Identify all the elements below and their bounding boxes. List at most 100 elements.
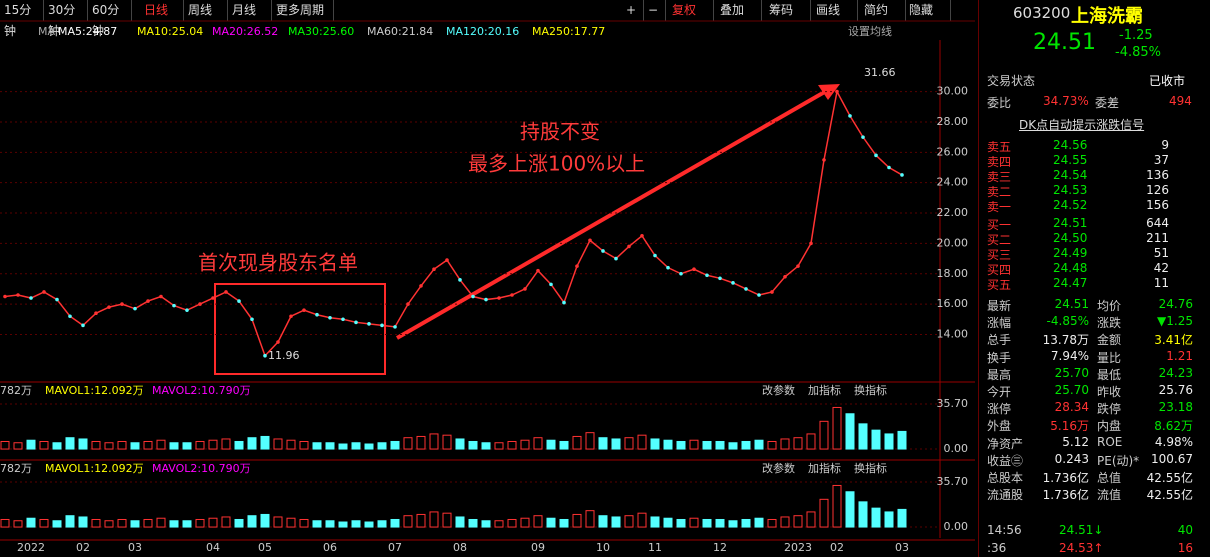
x-tick-label: 11 [648, 541, 662, 554]
stat-value: ▼1.25 [1157, 314, 1193, 329]
volume-bar [663, 517, 673, 528]
price-point [861, 135, 865, 139]
price-point [497, 296, 501, 300]
volume-bar [520, 517, 530, 528]
stat-value: 24.51 [1054, 297, 1089, 311]
book-label: 卖二 [987, 185, 1012, 199]
price-point [120, 302, 124, 306]
stat-value: 25.70 [1054, 365, 1089, 380]
price-point [185, 308, 189, 312]
volume-bar [286, 439, 296, 450]
book-volume: 156 [1146, 198, 1169, 212]
change-pct: -4.85% [1115, 45, 1161, 60]
tool-button[interactable]: + [622, 0, 644, 21]
vol-button: 加指标 [808, 383, 841, 397]
volume-bar [598, 437, 608, 450]
book-volume: 11 [1153, 276, 1169, 290]
period-tab[interactable]: 月线 [228, 0, 272, 21]
stat-value: 23.18 [1158, 400, 1193, 415]
price-point [536, 268, 540, 273]
highlight-box [214, 283, 386, 375]
volume-bar [767, 518, 777, 528]
tool-button[interactable]: 叠加 [716, 0, 762, 21]
book-volume: 136 [1146, 168, 1169, 182]
volume-bar [507, 518, 517, 528]
book-price: 24.55 [1053, 153, 1088, 167]
stat-label: 总股本 [987, 471, 1024, 485]
price-point [16, 293, 20, 297]
volume-bar [689, 439, 699, 450]
price-point [575, 264, 579, 268]
price-point [94, 311, 98, 316]
period-tab[interactable]: 日线 [140, 0, 184, 21]
annotation: 首次现身股东名单 [198, 251, 358, 275]
stat-label: 今开 [987, 385, 1012, 399]
y-tick-label: 18.00 [937, 267, 969, 280]
volume-bar [26, 517, 36, 528]
annotation: 持股不变 [520, 120, 600, 144]
price-point [3, 294, 7, 299]
stat-value: 24.76 [1158, 297, 1193, 311]
tool-button[interactable]: − [644, 0, 666, 21]
volume-bar [481, 520, 491, 528]
volume-bar [351, 442, 361, 450]
volume-bar [676, 518, 686, 528]
stat-label: 最高 [987, 367, 1012, 382]
volume-bar [754, 517, 764, 528]
price-point [81, 323, 85, 328]
price-point [614, 256, 618, 261]
volume-bar [650, 438, 660, 450]
tool-button[interactable]: 隐藏 [905, 0, 951, 21]
price-point [302, 308, 306, 312]
period-tab[interactable]: 60分钟 [88, 0, 132, 38]
stat-value: 42.55亿 [1146, 471, 1193, 485]
price-point [731, 281, 735, 285]
x-tick-label: 09 [531, 541, 545, 554]
period-tab[interactable]: 30分钟 [44, 0, 88, 38]
volume-bar [195, 440, 205, 450]
tool-button[interactable]: 简约 [860, 0, 906, 21]
y-tick-label: 0.00 [944, 520, 969, 533]
volume-bar [429, 433, 439, 450]
book-price: 24.54 [1053, 168, 1088, 182]
tool-button[interactable]: 画线 [812, 0, 858, 21]
volume-bar [52, 442, 62, 450]
volume-bar [884, 511, 894, 528]
volume-bar [702, 440, 712, 450]
price-point [29, 296, 33, 300]
stat-value: 25.70 [1054, 383, 1089, 397]
price-point [211, 296, 215, 300]
tool-button[interactable]: 复权 [668, 0, 714, 21]
y-tick-label: 24.00 [937, 176, 969, 189]
period-tab[interactable]: 周线 [184, 0, 228, 21]
stat-label: 均价 [1097, 299, 1122, 313]
book-volume: 9 [1161, 138, 1169, 152]
price-point [562, 300, 566, 305]
volume-bar [390, 440, 400, 450]
stat-value: 5.16万 [1050, 419, 1089, 434]
book-label: 买二 [987, 233, 1012, 247]
period-tab[interactable]: 更多周期 [272, 0, 334, 21]
volume-bar [416, 513, 426, 528]
chart: 首次现身股东名单 持股不变 最多上涨100%以上 31.66 11.96 MA M… [0, 20, 975, 554]
y-tick-label: 20.00 [937, 236, 969, 249]
volume-bar [338, 443, 348, 450]
volume-bar [897, 430, 907, 450]
price-point [276, 340, 280, 344]
volume-bar [143, 440, 153, 450]
stat-value: 3.41亿 [1154, 333, 1193, 348]
tool-button[interactable]: 筹码 [765, 0, 811, 21]
period-tab[interactable]: 15分钟 [0, 0, 44, 38]
stat-label: 净资产 [987, 436, 1024, 451]
book-label: 卖五 [987, 140, 1012, 154]
ma-value: MA60:21.84 [367, 25, 433, 38]
signal-button[interactable]: DK点自动提示涨跌信号 [1019, 118, 1145, 132]
stat-value: 8.62万 [1154, 419, 1193, 434]
volume-bar [312, 442, 322, 450]
volume-bar [325, 442, 335, 450]
price-point [393, 325, 397, 329]
volume-bar [897, 508, 907, 528]
x-tick-label: 2023 [784, 541, 812, 554]
book-volume: 126 [1146, 183, 1169, 197]
x-tick-label: 10 [596, 541, 610, 554]
